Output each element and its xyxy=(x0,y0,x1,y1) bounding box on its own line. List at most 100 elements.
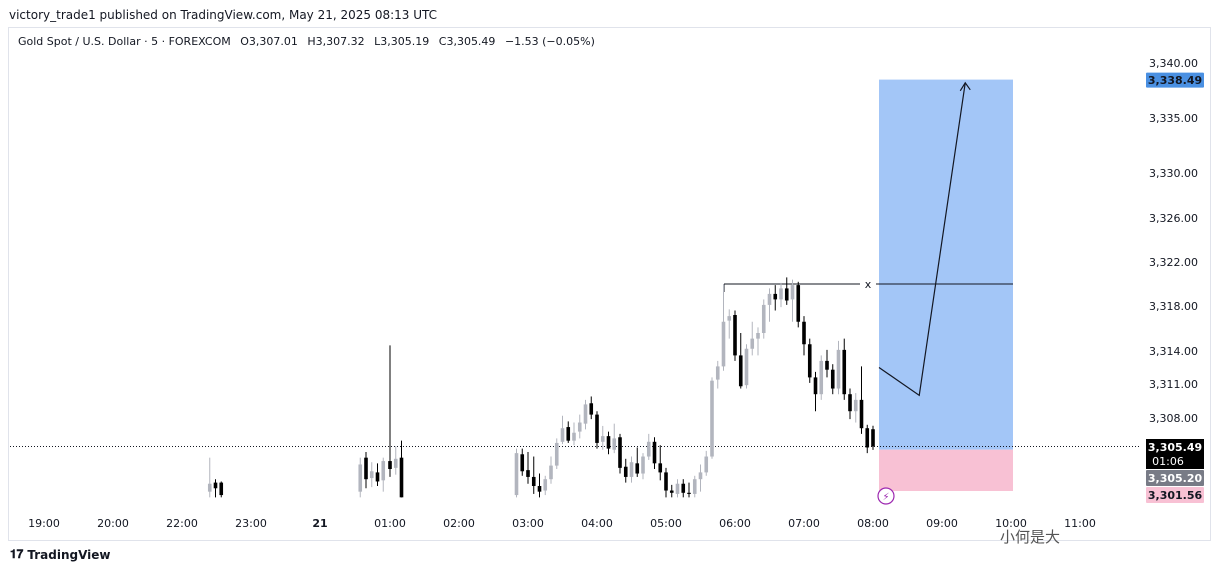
candle-body xyxy=(369,471,374,479)
candle-body xyxy=(577,422,582,432)
candle-body xyxy=(623,466,628,477)
candle-body xyxy=(213,482,218,489)
candle-body xyxy=(848,394,852,412)
candle-body xyxy=(560,428,565,442)
candle-body xyxy=(692,479,697,494)
entry-price-label: 3,305.20 xyxy=(1148,472,1203,485)
high-value: H3,307.32 xyxy=(307,35,365,48)
candle-body xyxy=(635,463,640,474)
x-tick-label: 22:00 xyxy=(166,517,198,530)
y-tick-label: 3,330.00 xyxy=(1149,167,1198,180)
candle-body xyxy=(715,366,720,380)
change-value: −1.53 (−0.05%) xyxy=(504,35,595,48)
candle-body xyxy=(537,486,542,492)
target-price-label: 3,338.49 xyxy=(1148,74,1202,87)
candle-body xyxy=(790,285,795,300)
candle-body xyxy=(583,404,588,424)
candle-body xyxy=(669,490,674,493)
candle-body xyxy=(842,349,847,395)
candle-body xyxy=(375,472,380,482)
projection-path xyxy=(878,82,966,397)
x-tick-label: 11:00 xyxy=(1064,517,1096,530)
candle-body xyxy=(612,438,617,450)
close-value: C3,305.49 xyxy=(438,35,496,48)
candle-body xyxy=(819,360,824,395)
candle-body xyxy=(629,462,634,477)
candle-body xyxy=(796,285,801,322)
stop-price-label-bg xyxy=(1146,487,1204,503)
candle-body xyxy=(773,293,778,300)
candle-body xyxy=(381,461,386,481)
target-zone xyxy=(879,79,1013,450)
open-value: O3,307.01 xyxy=(240,35,298,48)
x-tick-label: 06:00 xyxy=(719,517,751,530)
candle-body xyxy=(364,457,368,480)
entry-price-label-bg xyxy=(1146,470,1204,486)
x-tick-label: 10:00 xyxy=(995,517,1027,530)
candle-body xyxy=(830,369,835,389)
candle-body xyxy=(704,456,709,473)
tradingview-logo-icon: 𝟏𝟕 xyxy=(10,547,24,561)
symbol-label[interactable]: Gold Spot / U.S. Dollar · 5 · FOREXCOM xyxy=(18,35,231,48)
y-tick-label: 3,311.00 xyxy=(1149,378,1198,391)
candle-body xyxy=(859,399,864,429)
ohlc-legend: Gold Spot / U.S. Dollar · 5 · FOREXCOM O… xyxy=(18,35,601,48)
candle-body xyxy=(520,454,525,472)
x-tick-label: 20:00 xyxy=(97,517,129,530)
candle-body xyxy=(756,333,760,339)
candle-body xyxy=(388,461,392,469)
y-tick-label: 3,318.00 xyxy=(1149,300,1198,313)
candle-body xyxy=(675,483,680,494)
candle-body xyxy=(595,414,599,443)
candle-body xyxy=(618,437,622,468)
y-tick-label: 3,322.00 xyxy=(1149,256,1198,269)
projection-arrowhead xyxy=(959,81,971,92)
low-value: L3,305.19 xyxy=(374,35,430,48)
x-tick-label: 19:00 xyxy=(28,517,60,530)
candle-body xyxy=(733,315,737,356)
candle-body xyxy=(807,344,812,378)
candle-body xyxy=(652,441,657,464)
candle-body xyxy=(802,321,806,345)
candle-body xyxy=(738,355,743,387)
candle-body xyxy=(358,464,363,492)
candle-body xyxy=(687,492,691,494)
candle-body xyxy=(698,472,703,480)
x-tick-label: 07:00 xyxy=(788,517,820,530)
candle-body xyxy=(399,457,404,498)
candle-body xyxy=(531,476,536,486)
candle-body xyxy=(549,465,553,480)
candle-body xyxy=(865,428,870,448)
published-line: victory_trade1 published on TradingView.… xyxy=(9,8,438,22)
y-tick-label: 3,308.00 xyxy=(1149,412,1198,425)
candle-body xyxy=(566,427,571,441)
candle-body xyxy=(871,429,875,447)
candle-body xyxy=(836,349,841,389)
countdown-label: 01:06 xyxy=(1152,455,1184,468)
stop-zone xyxy=(879,449,1013,491)
candle-body xyxy=(825,360,829,370)
candle-body xyxy=(543,479,548,491)
lightning-icon xyxy=(877,487,895,505)
candle-body xyxy=(641,456,645,474)
candle-body xyxy=(658,463,663,473)
current-price-label: 3,305.49 xyxy=(1148,441,1202,454)
candle-body xyxy=(572,432,576,441)
x-tick-label: 05:00 xyxy=(650,517,682,530)
resistance-marker: x xyxy=(865,278,872,291)
chart-frame xyxy=(8,27,1211,541)
x-tick-label: 08:00 xyxy=(857,517,889,530)
x-tick-label: 03:00 xyxy=(512,517,544,530)
tradingview-footer[interactable]: 𝟏𝟕 TradingView xyxy=(10,547,111,562)
candle-body xyxy=(526,470,530,477)
current-price-label-bg xyxy=(1146,439,1204,469)
candle-body xyxy=(761,304,766,333)
candle-body xyxy=(750,338,755,349)
candle-body xyxy=(589,403,594,415)
candle-body xyxy=(514,453,519,496)
candle-body xyxy=(219,482,224,496)
candle-body xyxy=(784,288,789,301)
stop-price-label: 3,301.56 xyxy=(1148,489,1203,502)
watermark: 小何是大 xyxy=(1000,528,1061,546)
